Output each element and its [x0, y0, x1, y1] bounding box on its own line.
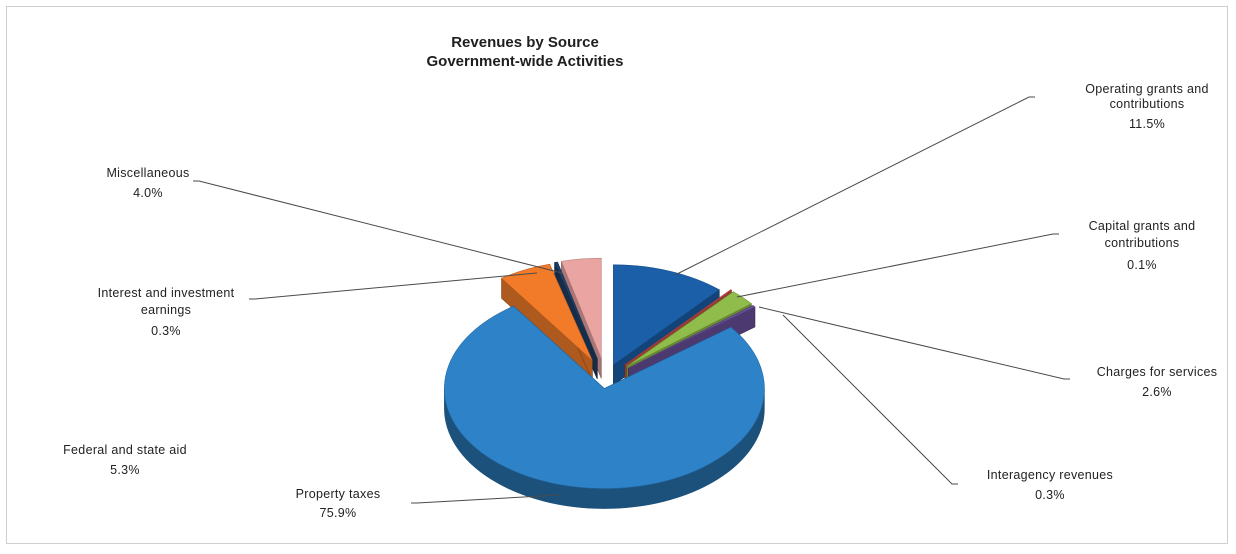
chart-subtitle: Government-wide Activities [427, 53, 624, 70]
slice-category-label-1: contributions [1105, 236, 1180, 250]
leader-line-1 [736, 233, 1059, 298]
slice-percent-label-1: 0.1% [1127, 258, 1157, 272]
leader-line-0 [674, 96, 1035, 276]
slice-category-label-2: Charges for services [1097, 365, 1218, 379]
pie-slice-5 [501, 263, 593, 382]
slice-percent-label-7: 4.0% [133, 186, 163, 200]
pie-slice-top-0 [613, 264, 720, 366]
slice-percent-label-2: 2.6% [1142, 385, 1172, 399]
slice-category-label-6: earnings [141, 303, 191, 317]
slice-category-label-0: contributions [1110, 97, 1185, 111]
pie-slice-top-7 [561, 257, 602, 359]
slice-category-label-4: Property taxes [296, 487, 381, 501]
slice-percent-label-3: 0.3% [1035, 488, 1065, 502]
slice-percent-label-4: 75.9% [320, 506, 357, 520]
slice-category-label-7: Miscellaneous [106, 166, 189, 180]
chart-frame: Revenues by Source Government-wide Activ… [6, 6, 1228, 544]
slice-category-label-6: Interest and investment [98, 286, 235, 300]
pie-slice-top-2 [626, 291, 752, 367]
pie-slice-top-4 [444, 305, 765, 489]
pie-slice-top-5 [501, 263, 593, 361]
leader-line-7 [193, 180, 563, 274]
pie-chart: Revenues by Source Government-wide Activ… [63, 34, 1218, 520]
slice-category-label-1: Capital grants and [1089, 219, 1196, 233]
pie-slice-top-6 [554, 261, 598, 360]
slice-percent-label-6: 0.3% [151, 324, 181, 338]
leader-line-3 [782, 314, 958, 485]
pie-slice-4 [444, 305, 765, 509]
slice-category-label-5: Federal and state aid [63, 443, 187, 457]
leader-line-4 [411, 494, 560, 504]
chart-title: Revenues by Source [451, 34, 599, 51]
leader-line-2 [758, 306, 1070, 380]
slice-category-label-3: Interagency revenues [987, 468, 1113, 482]
slice-percent-label-5: 5.3% [110, 463, 140, 477]
slice-percent-label-0: 11.5% [1129, 117, 1165, 131]
leader-line-6 [249, 272, 538, 300]
pie-slice-top-1 [624, 289, 733, 366]
pie-slice-top-3 [628, 305, 756, 369]
slice-category-label-0: Operating grants and [1085, 82, 1208, 96]
